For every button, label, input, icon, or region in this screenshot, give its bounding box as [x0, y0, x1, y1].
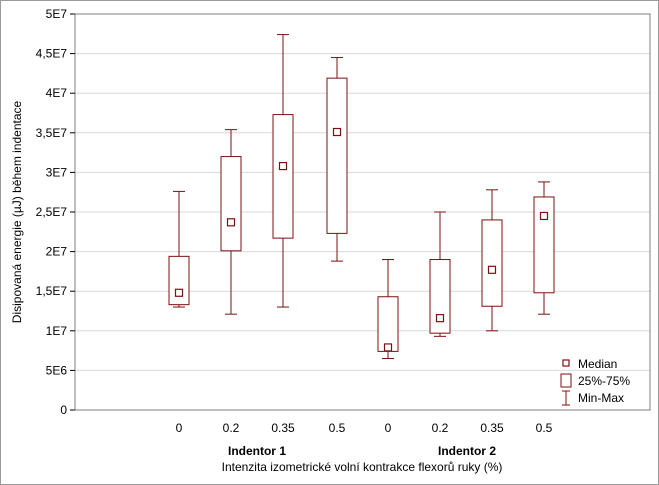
median-marker: [174, 288, 184, 297]
x-axis-label: Intenzita izometrické volní kontrakce fl…: [222, 460, 503, 474]
y-tick-label: 4E7: [46, 86, 68, 100]
iqr-box: [429, 259, 451, 334]
box-indentor-1-0_2: [220, 129, 242, 315]
group-labels: Indentor 1 Indentor 2: [228, 444, 496, 458]
x-tick-label: 0.35: [271, 421, 295, 435]
box-indentor-2-0_35: [481, 189, 503, 332]
box-indentor-2-0: [377, 259, 399, 360]
iqr-box: [377, 296, 399, 352]
group-label: Indentor 1: [228, 444, 286, 458]
x-axis: 0 0.2 0.35 0.5 0 0.2 0.35 0.5: [176, 421, 553, 435]
x-tick-label: 0: [385, 421, 392, 435]
iqr-box: [168, 255, 190, 306]
box-indentor-1-0_5: [326, 57, 348, 262]
boxes-layer: [168, 34, 555, 360]
iqr-box: [220, 156, 242, 252]
median-marker: [226, 218, 236, 227]
median-marker: [383, 343, 393, 352]
median-marker: [332, 127, 342, 137]
y-tick-label: 2,5E7: [36, 205, 68, 219]
legend-median-label: Median: [578, 357, 617, 371]
y-tick-label: 2E7: [46, 245, 68, 259]
median-marker: [435, 314, 445, 323]
y-tick-label: 5E6: [46, 363, 68, 377]
y-axis-label: Disipovaná energie (µJ) během indentace: [10, 100, 24, 323]
x-tick-label: 0: [176, 421, 183, 435]
y-tick-label: 5E7: [46, 7, 68, 21]
y-axis: 0 5E6 1E7 1,5E7 2E7 2,5E7 3E7 3,5E7 4E7 4,5E7 5E7: [36, 7, 75, 417]
x-tick-label: 0.5: [329, 421, 346, 435]
y-tick-label: 1E7: [46, 324, 68, 338]
grid-layer: [75, 53, 650, 371]
box-indentor-2-0_2: [429, 211, 451, 337]
legend-box-label: 25%-75%: [578, 374, 630, 388]
legend-box-swatch: [560, 373, 572, 388]
x-tick-label: 0.2: [432, 421, 449, 435]
legend-whisker-label: Min-Max: [578, 391, 624, 405]
iqr-box: [481, 219, 503, 307]
legend-median-swatch: [562, 359, 570, 367]
median-marker: [278, 161, 288, 171]
x-tick-label: 0.2: [223, 421, 240, 435]
iqr-box: [533, 196, 555, 294]
box-indentor-1-0_35: [272, 34, 294, 308]
y-tick-label: 4,5E7: [36, 47, 68, 61]
group-label: Indentor 2: [438, 444, 496, 458]
x-tick-label: 0.5: [536, 421, 553, 435]
y-tick-label: 1,5E7: [36, 284, 68, 298]
x-tick-label: 0.35: [480, 421, 504, 435]
y-tick-label: 0: [60, 403, 67, 417]
y-tick-label: 3E7: [46, 165, 68, 179]
median-marker: [539, 211, 549, 221]
iqr-box: [272, 114, 294, 239]
median-marker: [487, 265, 497, 274]
legend: Median 25%-75% Min-Max: [560, 357, 630, 406]
box-indentor-1-0: [168, 190, 190, 308]
box-indentor-2-0_5: [533, 181, 555, 315]
y-tick-label: 3,5E7: [36, 126, 68, 140]
iqr-box: [326, 77, 348, 234]
